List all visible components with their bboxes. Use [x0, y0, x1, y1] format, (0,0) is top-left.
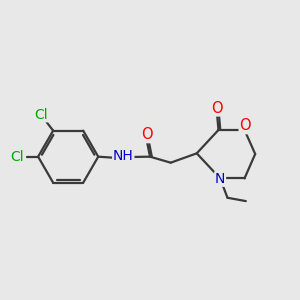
- Text: O: O: [211, 101, 222, 116]
- Text: Cl: Cl: [35, 108, 48, 122]
- Text: Cl: Cl: [10, 150, 24, 164]
- Text: NH: NH: [113, 149, 134, 163]
- Text: O: O: [141, 128, 152, 142]
- Text: N: N: [215, 172, 225, 186]
- Text: O: O: [239, 118, 251, 134]
